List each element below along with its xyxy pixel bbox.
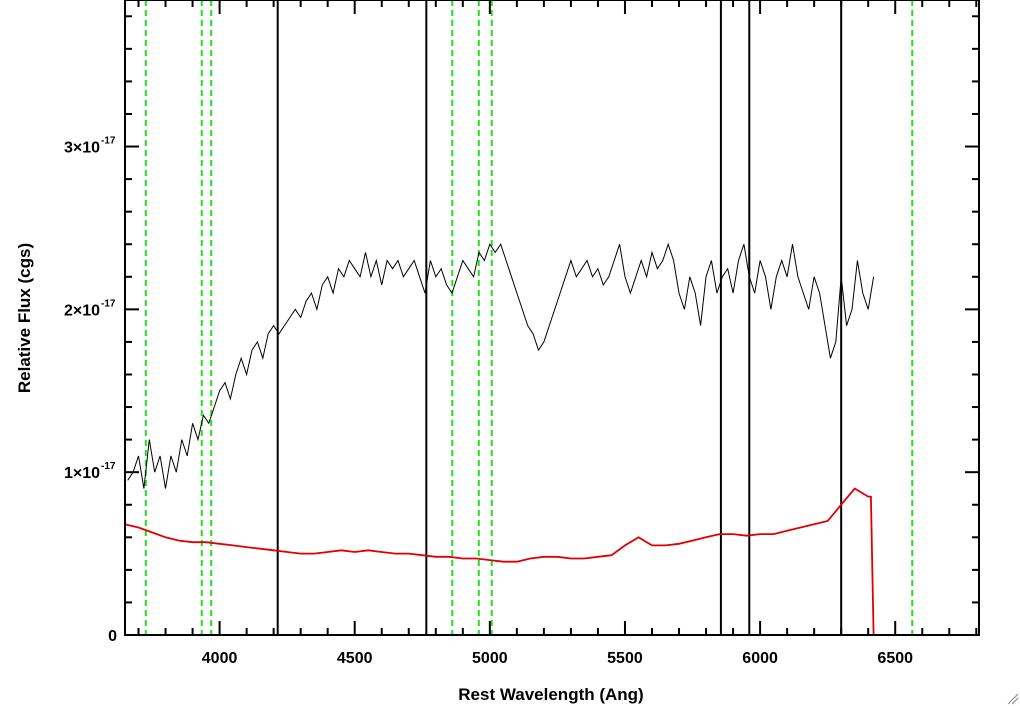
reference-markers: [144, 0, 914, 635]
x-tick-label: 5000: [472, 650, 508, 667]
y-tick-label: 2×10: [64, 302, 100, 319]
x-tick-label: 5500: [607, 650, 643, 667]
x-tick-label: 6500: [877, 650, 913, 667]
x-axis-label: Rest Wavelength (Ang): [458, 685, 643, 704]
y-axis-label: Relative Flux (cgs): [15, 243, 34, 393]
x-tick-label: 4000: [202, 650, 238, 667]
y-tick-exponent: -17: [101, 136, 116, 147]
y-tick-label: 1×10: [64, 465, 100, 482]
spectrum-series: [124, 242, 979, 636]
y-tick-label: 3×10: [64, 140, 100, 157]
x-tick-label: 6000: [742, 650, 778, 667]
y-tick-exponent: -17: [101, 461, 116, 472]
series-line-0: [127, 242, 875, 489]
plot-frame: [124, 0, 980, 636]
y-tick-exponent: -17: [101, 298, 116, 309]
x-tick-label: 4500: [337, 650, 373, 667]
resize-grip-icon: [1007, 693, 1019, 705]
series-line-1: [124, 487, 979, 636]
y-tick-label: 0: [108, 628, 117, 645]
